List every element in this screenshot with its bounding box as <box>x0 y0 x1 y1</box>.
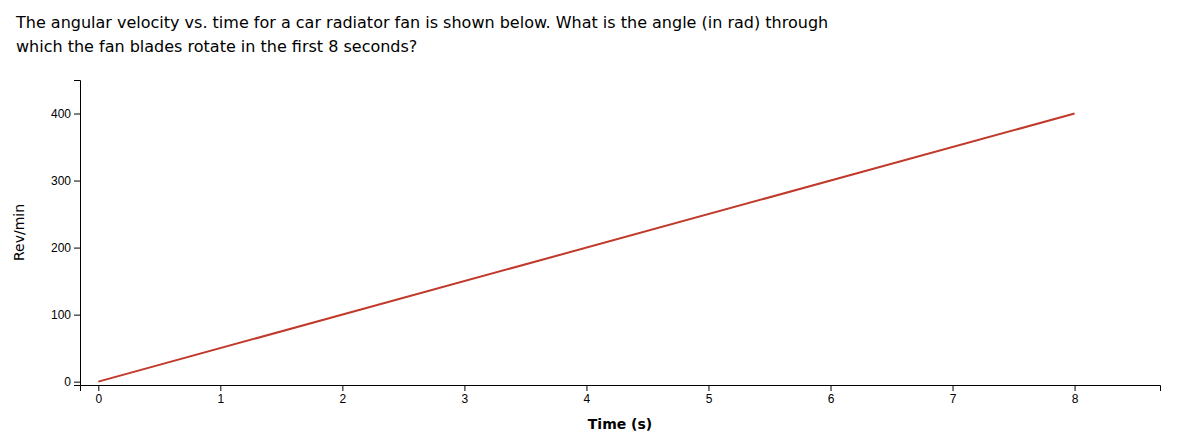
x-tick-mark <box>98 385 99 391</box>
x-tick-mark <box>708 385 709 391</box>
x-tick-mark <box>953 385 954 391</box>
y-tick-label: 100 <box>51 308 71 322</box>
y-tick-mark <box>74 248 80 249</box>
x-tick-mark <box>831 385 832 391</box>
y-tick: 300 <box>51 174 80 188</box>
x-tick-label: 3 <box>462 392 469 406</box>
subtitle: which the fan blades rotate in the first… <box>16 37 417 56</box>
x-tick-mark <box>1075 385 1076 391</box>
plot-area <box>98 114 1074 382</box>
x-tick: 4 <box>584 385 591 406</box>
y-tick-label: 300 <box>51 174 71 188</box>
y-tick: 0 <box>64 375 80 389</box>
x-tick-mark <box>220 385 221 391</box>
y-tick: 100 <box>51 308 80 322</box>
x-tick: 5 <box>706 385 713 406</box>
x-tick: 2 <box>340 385 347 406</box>
x-tick: 1 <box>217 385 224 406</box>
x-tick-label: 1 <box>217 392 224 406</box>
x-tick-mark <box>586 385 587 391</box>
x-tick: 6 <box>828 385 835 406</box>
y-tick: 200 <box>51 241 80 255</box>
x-tick-label: 6 <box>828 392 835 406</box>
x-tick: 0 <box>95 385 102 406</box>
y-axis-line <box>74 81 81 386</box>
y-tick-label: 0 <box>64 375 71 389</box>
line <box>98 114 1074 382</box>
chart: The angular velocity vs. time for a car … <box>0 0 1200 443</box>
x-tick: 7 <box>950 385 957 406</box>
x-tick-label: 0 <box>95 392 102 406</box>
x-axis-label: Time (s) <box>588 416 652 432</box>
x-axis: 0 1 2 3 4 5 6 7 8 <box>81 385 1161 406</box>
y-tick-label: 400 <box>51 107 71 121</box>
x-tick-label: 5 <box>706 392 713 406</box>
x-tick-label: 7 <box>950 392 957 406</box>
y-tick-mark <box>74 181 80 182</box>
y-axis: 0 100 200 300 400 <box>51 81 81 389</box>
x-tick: 3 <box>462 385 469 406</box>
x-axis-line <box>81 386 1161 392</box>
x-tick-label: 4 <box>584 392 591 406</box>
x-tick-mark <box>464 385 465 391</box>
x-tick-label: 2 <box>340 392 347 406</box>
x-tick: 8 <box>1072 385 1079 406</box>
y-tick-label: 200 <box>51 241 71 255</box>
y-tick-mark <box>74 114 80 115</box>
y-axis-label: Rev/min <box>11 204 27 261</box>
y-tick-mark <box>74 315 80 316</box>
y-tick-mark <box>74 382 80 383</box>
x-tick-label: 8 <box>1072 392 1079 406</box>
x-tick-mark <box>342 385 343 391</box>
title: The angular velocity vs. time for a car … <box>15 13 828 32</box>
y-tick: 400 <box>51 107 80 121</box>
